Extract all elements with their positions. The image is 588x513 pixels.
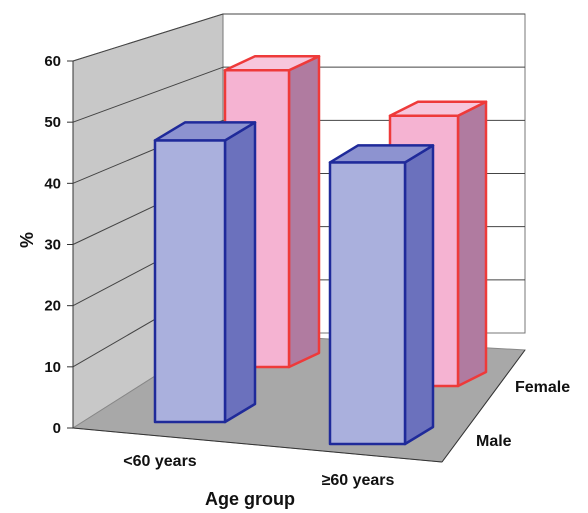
labels: % Age group <60 years ≥60 years Female M… bbox=[17, 232, 570, 509]
y-tick-label-0: 0 bbox=[53, 420, 61, 437]
x-axis-title: Age group bbox=[205, 489, 295, 509]
gridline-left-50 bbox=[72, 66, 224, 123]
y-tick-label-60: 60 bbox=[44, 53, 61, 70]
bar-male-1 bbox=[328, 144, 435, 446]
depth-label-male: Male bbox=[476, 433, 512, 450]
y-axis-ticks: 0 10 20 30 40 50 60 bbox=[44, 53, 73, 437]
bars bbox=[153, 54, 488, 446]
y-tick-label-10: 10 bbox=[44, 359, 61, 376]
bar-male-0 bbox=[153, 121, 257, 424]
bar-front bbox=[328, 161, 407, 446]
x-tick-label-lt60: <60 years bbox=[123, 453, 197, 470]
x-axis-line bbox=[72, 427, 443, 463]
bar-side bbox=[287, 54, 321, 369]
y-axis-title: % bbox=[17, 232, 37, 248]
bar-top bbox=[153, 121, 257, 142]
y-tick-label-50: 50 bbox=[44, 114, 61, 131]
bar-side bbox=[223, 121, 257, 424]
y-tick-label-40: 40 bbox=[44, 175, 61, 192]
depth-label-female: Female bbox=[515, 379, 570, 396]
bar-front bbox=[153, 139, 227, 424]
depth-axis-line bbox=[441, 349, 526, 463]
bar-top bbox=[223, 54, 321, 72]
y-tick-label-30: 30 bbox=[44, 237, 61, 254]
x-tick-label-ge60: ≥60 years bbox=[322, 472, 395, 489]
bar-side bbox=[403, 144, 435, 446]
bar-side bbox=[456, 100, 488, 388]
y-tick-label-20: 20 bbox=[44, 298, 61, 315]
bar-top bbox=[328, 144, 435, 164]
gridline-left-60 bbox=[72, 13, 224, 62]
axis-lines bbox=[72, 61, 526, 463]
bar-top bbox=[388, 100, 488, 117]
